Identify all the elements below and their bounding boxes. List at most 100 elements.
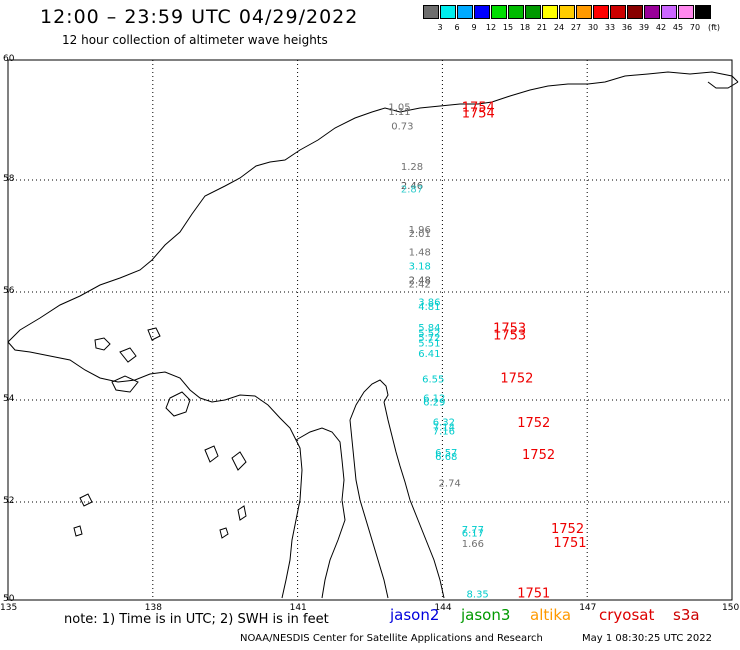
colorbar-label: 6: [454, 23, 460, 32]
colorbar-label: 15: [502, 23, 514, 32]
colorbar-label: 24: [553, 23, 565, 32]
colorbar-label: 9: [471, 23, 477, 32]
swh-value-label: 2.87: [401, 184, 423, 195]
colorbar-label: 70: [689, 23, 701, 32]
swh-value-label: 6.29: [423, 398, 445, 409]
colorbar-swatch: [593, 5, 609, 19]
swh-value-label: 6.68: [435, 452, 457, 463]
pass-time-label: 1752: [500, 372, 533, 387]
pass-time-label: 1752: [517, 416, 550, 431]
lon-tick-label: 150: [722, 603, 740, 613]
swh-value-label: 2.46: [401, 181, 423, 192]
swh-value-label: 7.16: [433, 427, 455, 438]
swh-value-label: 7.14: [433, 423, 455, 434]
colorbar-label: 45: [672, 23, 684, 32]
swh-value-label: 0.73: [391, 122, 413, 133]
swh-value-label: 5.52: [418, 328, 440, 339]
pass-time-label: 1753: [493, 322, 526, 337]
coastline-kamchatka-west: [707, 81, 739, 89]
lat-tick-label: 50: [3, 594, 15, 604]
coastline-okhotsk-south: [7, 341, 303, 599]
colorbar-swatch: [678, 5, 694, 19]
page-subtitle: 12 hour collection of altimeter wave hei…: [62, 33, 328, 47]
island-group-south: [73, 391, 247, 539]
swh-value-label: 7.77: [462, 525, 484, 536]
colorbar-swatch: [491, 5, 507, 19]
colorbar-swatch: [508, 5, 524, 19]
colorbar-label: 39: [638, 23, 650, 32]
swh-value-label: 2.42: [409, 280, 431, 291]
swh-value-label: 8.35: [467, 590, 489, 601]
coastline: [7, 71, 739, 599]
colorbar-swatch: [627, 5, 643, 19]
coastline-amur-delta: [295, 427, 345, 501]
colorbar-swatch: [423, 5, 439, 19]
coastline-sakhalin-east: [383, 401, 445, 599]
pass-time-label: 1751: [553, 536, 586, 551]
swh-value-label: 6.57: [435, 448, 457, 459]
swh-value-label: 5.84: [418, 323, 440, 334]
lon-tick-label: 147: [579, 603, 597, 613]
colorbar-label: 12: [485, 23, 497, 32]
pass-time-label: 1752: [522, 448, 555, 463]
satellite-cryosat: cryosat: [599, 606, 655, 624]
colorbar-label: 42: [655, 23, 667, 32]
swh-value-label: 6.32: [433, 418, 455, 429]
swh-value-label: 6.55: [422, 375, 444, 386]
generation-timestamp: May 1 08:30:25 UTC 2022: [582, 633, 712, 644]
swh-value-label: 5.51: [418, 339, 440, 350]
colorbar-swatch: [610, 5, 626, 19]
colorbar-swatch: [559, 5, 575, 19]
colorbar-swatch: [542, 5, 558, 19]
swh-value-label: 6.41: [418, 349, 440, 360]
swh-value-label: 6.12: [423, 394, 445, 405]
swh-value-label: 1.28: [401, 162, 423, 173]
colorbar-label: 27: [570, 23, 582, 32]
lat-tick-label: 56: [3, 286, 15, 296]
satellite-jason3: jason3: [461, 606, 511, 624]
swh-value-label: 1.96: [409, 225, 431, 236]
colorbar-label: 36: [621, 23, 633, 32]
units-note: note: 1) Time is in UTC; 2) SWH is in fe…: [64, 612, 329, 627]
lat-lon-grid: [7, 59, 733, 601]
colorbar-swatch: [474, 5, 490, 19]
colorbar-label: 33: [604, 23, 616, 32]
colorbar-swatch: [661, 5, 677, 19]
colorbar-label: 30: [587, 23, 599, 32]
colorbar-swatch: [525, 5, 541, 19]
colorbar-swatch: [440, 5, 456, 19]
coastline-sakhalin-north: [349, 379, 389, 421]
pass-time-label: 1752: [551, 522, 584, 537]
swh-value-label: 4.81: [418, 302, 440, 313]
shantar-islands: [94, 327, 161, 393]
credit-line: NOAA/NESDIS Center for Satellite Applica…: [240, 633, 543, 644]
lon-tick-label: 135: [0, 603, 18, 613]
swh-value-label: 2.01: [409, 229, 431, 240]
coastline-mainland-north: [7, 71, 739, 343]
coastline-sakhalin-west: [321, 499, 346, 599]
swh-value-label: 1.48: [409, 248, 431, 259]
lat-tick-label: 58: [3, 174, 15, 184]
lon-tick-label: 141: [289, 603, 307, 613]
pass-time-label: 1751: [517, 587, 550, 602]
swh-value-label: 3.18: [409, 262, 431, 273]
colorbar-swatch: [576, 5, 592, 19]
swh-value-label: 5.72: [418, 333, 440, 344]
colorbar-swatch: [644, 5, 660, 19]
satellite-s3a: s3a: [673, 606, 700, 624]
pass-time-label: 1754: [462, 101, 495, 116]
satellite-altika: altika: [530, 606, 572, 624]
satellite-jason2: jason2: [390, 606, 440, 624]
swh-value-label: 3.86: [418, 298, 440, 309]
swh-value-label: 2.74: [439, 479, 461, 490]
pass-time-label: 1754: [462, 107, 495, 122]
colorbar-swatch: [695, 5, 711, 19]
page-title: 12:00 – 23:59 UTC 04/29/2022: [40, 6, 359, 28]
swh-value-label: 1.11: [388, 107, 410, 118]
pass-time-label: 1753: [493, 329, 526, 344]
lon-tick-label: 138: [144, 603, 162, 613]
lat-tick-label: 54: [3, 394, 15, 404]
swh-values: 1.051.11 0.73 1.28 2.462.87 1.962.01 1.48 3.18…: [388, 102, 488, 600]
